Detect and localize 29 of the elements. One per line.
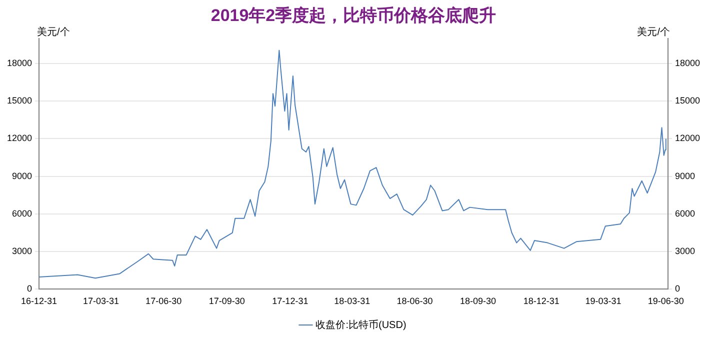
x-tick-label: 18-03-31 bbox=[334, 296, 370, 306]
y-tick-label: 6000 bbox=[12, 208, 32, 218]
x-tick-label: 18-09-30 bbox=[460, 296, 496, 306]
chart-title: 2019年2季度起，比特币价格谷底爬升 bbox=[210, 6, 496, 25]
y2-tick-label: 0 bbox=[674, 284, 680, 294]
y-tick-label: 18000 bbox=[6, 58, 32, 68]
x-tick-label: 17-06-30 bbox=[146, 296, 182, 306]
y2-tick-label: 12000 bbox=[674, 133, 700, 144]
x-tick-label: 19-03-31 bbox=[585, 296, 622, 306]
y-tick-label: 12000 bbox=[6, 133, 32, 144]
x-tick-label: 17-09-30 bbox=[208, 296, 245, 306]
legend-label: 收盘价:比特币(USD) bbox=[316, 318, 406, 331]
y2-tick-label: 15000 bbox=[674, 96, 700, 106]
y2-axis-title: 美元/个 bbox=[637, 26, 670, 38]
y-tick-label: 3000 bbox=[12, 246, 32, 256]
y-tick-label: 9000 bbox=[12, 170, 32, 181]
y2-tick-label: 6000 bbox=[674, 208, 696, 218]
y2-tick-label: 3000 bbox=[674, 246, 696, 256]
x-tick-label: 19-06-30 bbox=[648, 296, 684, 306]
x-tick-label: 17-12-31 bbox=[272, 296, 308, 306]
x-tick-label: 16-12-31 bbox=[21, 296, 58, 306]
x-tick-label: 17-03-31 bbox=[82, 296, 119, 306]
x-tick-label: 18-06-30 bbox=[396, 296, 433, 306]
y2-tick-label: 9000 bbox=[674, 170, 696, 181]
y-tick-label: 0 bbox=[27, 284, 32, 294]
x-tick-label: 18-12-31 bbox=[523, 296, 560, 306]
y-tick-label: 15000 bbox=[6, 96, 32, 106]
y2-tick-label: 18000 bbox=[674, 58, 700, 68]
y-axis-title: 美元/个 bbox=[37, 26, 70, 38]
